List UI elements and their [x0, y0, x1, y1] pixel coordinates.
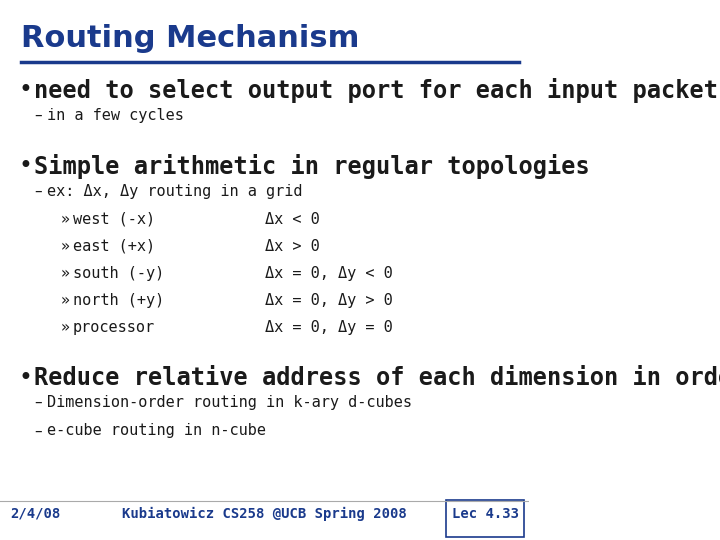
Text: –: – — [35, 108, 42, 123]
Text: Δx < 0: Δx < 0 — [265, 212, 320, 227]
Text: Routing Mechanism: Routing Mechanism — [21, 24, 359, 53]
Text: in a few cycles: in a few cycles — [47, 108, 184, 123]
Text: –: – — [35, 423, 42, 438]
Text: Simple arithmetic in regular topologies: Simple arithmetic in regular topologies — [35, 154, 590, 179]
Text: east (+x): east (+x) — [73, 239, 155, 254]
Text: Δx = 0, Δy > 0: Δx = 0, Δy > 0 — [265, 293, 392, 308]
Text: Kubiatowicz CS258 @UCB Spring 2008: Kubiatowicz CS258 @UCB Spring 2008 — [122, 507, 407, 521]
Text: need to select output port for each input packet: need to select output port for each inpu… — [35, 78, 719, 103]
Text: north (+y): north (+y) — [73, 293, 164, 308]
Text: south (-y): south (-y) — [73, 266, 164, 281]
Text: processor: processor — [73, 320, 155, 335]
Text: Lec 4.33: Lec 4.33 — [452, 507, 519, 521]
Text: »: » — [61, 320, 70, 335]
Text: Dimension-order routing in k-ary d-cubes: Dimension-order routing in k-ary d-cubes — [47, 395, 412, 410]
Text: •: • — [19, 154, 32, 178]
Text: –: – — [35, 184, 42, 199]
Text: »: » — [61, 266, 70, 281]
Text: •: • — [19, 78, 32, 102]
Text: ex: Δx, Δy routing in a grid: ex: Δx, Δy routing in a grid — [47, 184, 302, 199]
Text: Δx = 0, Δy = 0: Δx = 0, Δy = 0 — [265, 320, 392, 335]
FancyBboxPatch shape — [446, 500, 524, 537]
Text: »: » — [61, 293, 70, 308]
Text: e-cube routing in n-cube: e-cube routing in n-cube — [47, 423, 266, 438]
Text: »: » — [61, 239, 70, 254]
Text: »: » — [61, 212, 70, 227]
Text: –: – — [35, 395, 42, 410]
Text: Δx > 0: Δx > 0 — [265, 239, 320, 254]
Text: Reduce relative address of each dimension in order: Reduce relative address of each dimensio… — [35, 366, 720, 389]
Text: Δx = 0, Δy < 0: Δx = 0, Δy < 0 — [265, 266, 392, 281]
Text: 2/4/08: 2/4/08 — [11, 507, 60, 521]
Text: •: • — [19, 366, 32, 389]
Text: west (-x): west (-x) — [73, 212, 155, 227]
